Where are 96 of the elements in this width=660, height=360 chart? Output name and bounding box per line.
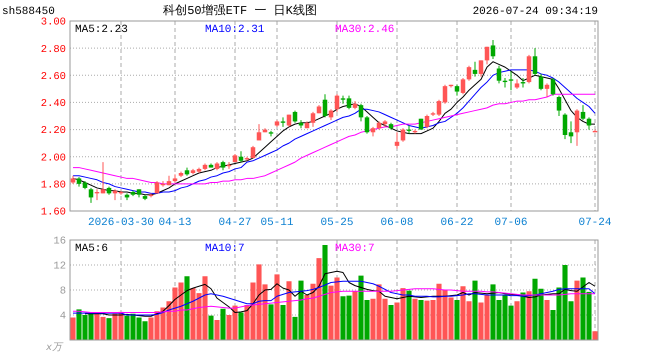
bar [406,290,412,340]
candlestick [472,61,478,78]
bar [274,274,280,340]
candlestick [490,40,496,60]
bar [280,305,286,340]
chart-subtitle: sh588450 [2,6,55,18]
bar [454,300,460,340]
candlestick [334,94,340,112]
candlestick [250,145,256,159]
bar [322,245,328,340]
bar [352,291,358,340]
y-tick-label: 2.00 [40,152,66,164]
y-tick-label: 12 [53,260,66,273]
candlestick [466,65,472,82]
candlestick [394,132,400,150]
candlestick [538,73,544,91]
line-series [84,270,596,317]
bar [574,280,580,340]
line-series [72,280,596,316]
text: MA10:7 [205,243,245,255]
candlestick [580,104,586,121]
line-series [72,288,596,313]
bar [220,308,226,340]
x-tick-label: 04-13 [158,217,192,229]
candlestick [514,78,520,90]
bar [286,281,292,340]
bar [70,318,76,340]
candlestick [238,150,244,163]
candlestick [550,78,556,96]
x-tick-label: 06-08 [380,217,414,229]
x-tick-label: 07-06 [494,217,528,229]
y-tick-label: 3.00 [40,16,66,29]
y-tick-label: 4 [60,310,66,323]
x-tick-label: 04-27 [218,217,252,229]
bar [544,300,550,340]
candlestick [484,46,490,65]
candlestick [532,48,538,76]
x-tick-label: 2026-03-30 [88,217,154,229]
candlestick [370,126,376,137]
text: MA10:2.31 [205,24,265,36]
candlestick [586,116,592,130]
bar [514,301,520,340]
bar [472,280,478,340]
line-series [72,94,596,184]
candlestick [322,94,328,118]
y-tick-label: 2.20 [40,125,66,138]
y-tick-label: 8 [60,286,66,298]
candlestick [574,108,580,146]
candlestick [286,114,292,128]
x-tick-label: 06-22 [440,217,474,229]
bar [526,291,532,340]
candlestick [364,116,370,134]
x-tick-label: 05-25 [320,217,354,229]
candlestick [220,160,226,171]
candlestick [454,84,460,96]
bar [520,292,526,340]
candlestick [424,114,430,129]
text: MA5:2.23 [75,24,128,36]
text: 2026-07-24 09:34:19 [472,6,598,18]
candlestick [88,187,94,204]
candlestick [520,78,526,88]
candlestick [280,116,286,128]
x-tick-label: 07-24 [578,217,612,229]
y-axis-title: x万 [44,342,64,354]
y-tick-label: 2.80 [40,44,66,56]
bar [106,318,112,340]
candlestick [400,128,406,142]
y-tick-label: 2.40 [40,98,66,110]
bar [412,298,418,340]
bar [214,320,220,340]
bar [184,276,190,340]
y-tick-label: 2.60 [40,70,66,83]
candlestick [292,110,298,124]
text: MA30:7 [335,243,375,255]
candlestick [496,65,502,84]
bar [388,305,394,340]
candlestick [544,82,550,98]
x-tick-label: 05-11 [260,217,294,229]
candlestick [256,124,262,141]
candlestick [358,103,364,122]
bar [238,312,244,340]
candlestick [460,78,466,95]
candlestick [478,60,484,78]
candlestick [556,95,562,116]
candlestick [310,111,316,128]
y-tick-label: 1.80 [40,180,66,192]
y-tick-label: 16 [53,236,66,248]
candlestick [502,78,508,88]
text: MA30:2.46 [335,24,394,36]
text: MA5:6 [75,243,108,255]
bar [268,304,274,340]
bar [208,316,214,340]
chart-title: 科创50增强ETF 一 日K线图 [163,4,317,18]
candlestick [328,108,334,121]
y-tick-label: 1.60 [40,206,66,219]
bar [418,300,424,340]
